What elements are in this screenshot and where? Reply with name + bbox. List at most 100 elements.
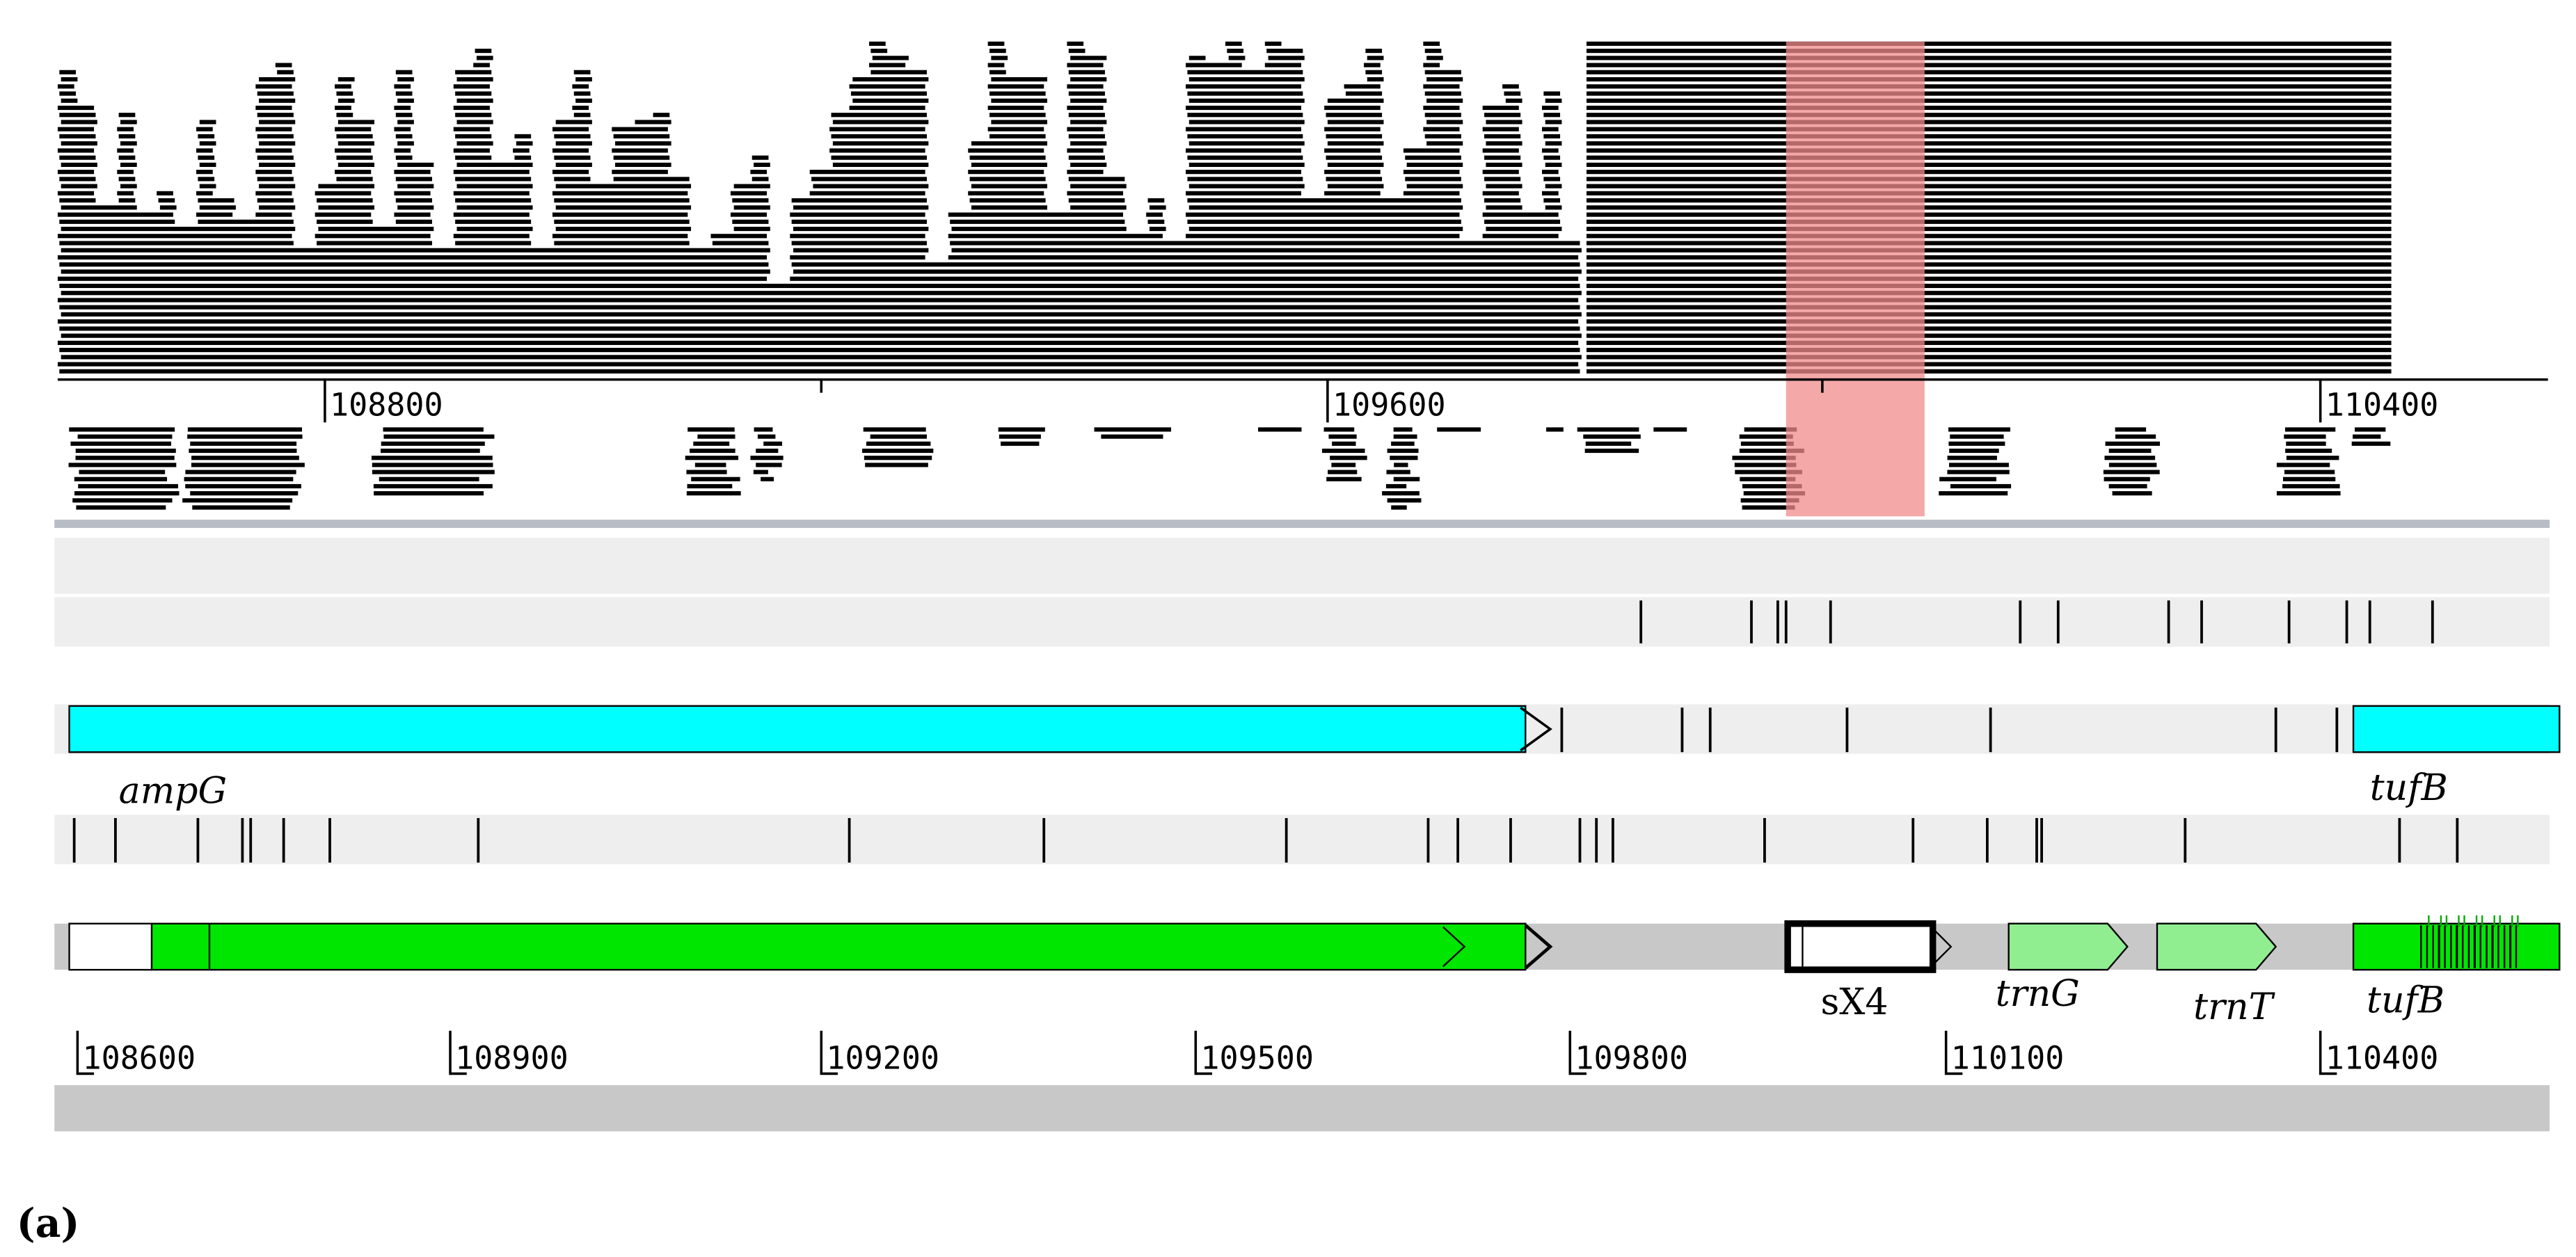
read — [318, 184, 374, 189]
read — [1187, 70, 1303, 74]
read — [61, 141, 97, 146]
read — [1067, 84, 1104, 89]
read — [1586, 84, 2392, 89]
read — [1586, 91, 2392, 96]
read — [752, 177, 769, 182]
read — [199, 205, 236, 210]
read — [397, 162, 434, 167]
read — [117, 170, 134, 175]
read — [1482, 212, 1559, 217]
read — [1482, 127, 1519, 131]
read — [1186, 63, 1242, 67]
read — [554, 177, 591, 182]
gene-label: tufB — [2370, 767, 2448, 809]
read — [1545, 120, 1562, 125]
read — [1068, 70, 1105, 74]
read — [1482, 234, 1559, 239]
read — [1586, 198, 2392, 203]
read — [1327, 184, 1384, 189]
read — [1482, 148, 1519, 153]
read — [1484, 198, 1521, 203]
read — [1586, 234, 2392, 239]
read — [57, 319, 1579, 324]
read — [1067, 191, 1123, 195]
read — [2284, 427, 2336, 432]
read — [1586, 305, 2392, 310]
read — [189, 448, 297, 454]
read — [397, 184, 434, 189]
read — [1264, 41, 1282, 46]
read — [1424, 91, 1461, 96]
read — [1094, 427, 1172, 432]
read — [1586, 120, 2392, 125]
read — [59, 262, 769, 267]
read — [383, 427, 484, 432]
read — [336, 155, 373, 160]
read — [394, 84, 411, 89]
read — [336, 91, 353, 96]
read — [1227, 49, 1244, 54]
read — [336, 113, 353, 118]
read — [1187, 219, 1461, 224]
read — [971, 141, 1047, 146]
read — [1324, 148, 1381, 153]
read — [555, 184, 692, 189]
read — [397, 98, 414, 103]
read — [455, 241, 532, 246]
read — [191, 456, 299, 461]
read — [1068, 91, 1105, 96]
read — [757, 434, 776, 439]
read — [1545, 162, 1562, 167]
read — [686, 470, 727, 474]
read — [1939, 491, 2008, 496]
read — [59, 326, 1580, 331]
read — [337, 98, 355, 103]
tick-mark — [2319, 1030, 2337, 1075]
read — [383, 434, 495, 439]
read — [1545, 205, 1562, 210]
read — [948, 212, 1123, 217]
read — [554, 134, 591, 139]
read — [1584, 448, 1639, 454]
gene-label: trnG — [1996, 973, 2080, 1015]
read — [1188, 77, 1305, 82]
read — [1486, 162, 1522, 167]
read — [336, 177, 373, 182]
read — [831, 113, 927, 118]
read — [831, 155, 927, 160]
read — [455, 134, 492, 139]
read — [1365, 70, 1383, 74]
tick-label: 110400 — [2325, 1039, 2439, 1076]
tick-label: 109600 — [1333, 387, 1446, 424]
read — [763, 441, 782, 446]
read — [1543, 198, 1561, 203]
read — [1385, 483, 1407, 489]
read — [790, 255, 925, 260]
read — [865, 463, 928, 467]
read — [1187, 198, 1461, 203]
read — [61, 205, 137, 210]
read — [555, 226, 692, 232]
read — [554, 241, 690, 246]
read — [1186, 191, 1301, 195]
read — [59, 219, 175, 224]
read — [1541, 148, 1559, 153]
read — [1739, 434, 1793, 439]
read — [690, 448, 736, 454]
read — [259, 205, 296, 210]
read — [257, 113, 294, 118]
read — [57, 276, 768, 281]
read — [987, 105, 1044, 111]
read — [1504, 91, 1521, 96]
read — [1188, 226, 1463, 232]
read — [989, 134, 1046, 139]
read — [1070, 184, 1127, 189]
read — [2284, 434, 2326, 439]
read — [1187, 177, 1303, 182]
read — [687, 483, 733, 489]
read — [1484, 155, 1521, 160]
read — [198, 155, 215, 160]
read — [1586, 219, 2392, 224]
read — [1067, 148, 1104, 153]
read — [555, 141, 592, 146]
